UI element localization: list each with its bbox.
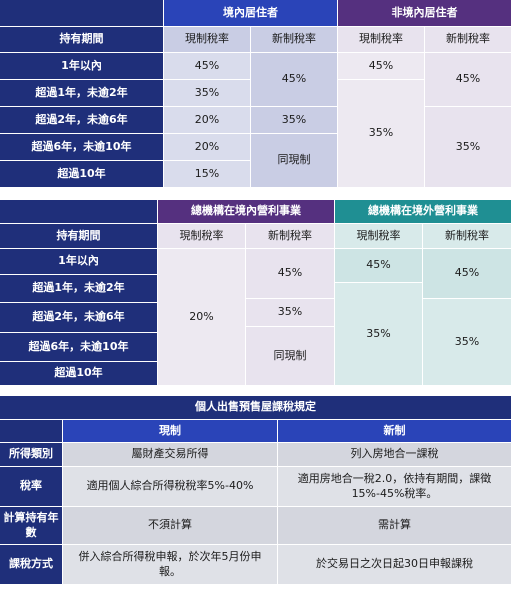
period-label: 1年以內 bbox=[0, 53, 164, 80]
holding-period-header: 持有期間 bbox=[0, 224, 158, 249]
holding-period-header: 持有期間 bbox=[0, 27, 164, 53]
period-label: 超過1年，未逾2年 bbox=[0, 275, 158, 303]
period-label: 超過2年，未逾6年 bbox=[0, 107, 164, 134]
resident-current-rate: 20% bbox=[164, 107, 251, 134]
new-rate-header: 新制稅率 bbox=[425, 27, 512, 53]
foreign-new-rate: 45% bbox=[423, 249, 512, 299]
current-value: 屬財產交易所得 bbox=[63, 443, 278, 467]
new-rate-header: 新制稅率 bbox=[251, 27, 338, 53]
blank-header-cell bbox=[0, 420, 63, 443]
period-label: 超過6年，未逾10年 bbox=[0, 333, 158, 362]
current-rate-header: 現制稅率 bbox=[164, 27, 251, 53]
current-value: 適用個人綜合所得稅稅率5%-40% bbox=[63, 467, 278, 507]
current-system-header: 現制 bbox=[63, 420, 278, 443]
new-rate-header: 新制稅率 bbox=[246, 224, 335, 249]
resident-new-rate: 35% bbox=[251, 107, 338, 134]
period-label: 超過10年 bbox=[0, 161, 164, 188]
foreign-business-header: 總機構在境外營利事業 bbox=[335, 200, 512, 224]
current-rate-header: 現制稅率 bbox=[158, 224, 246, 249]
domestic-new-rate: 35% bbox=[246, 299, 335, 327]
current-value: 併入綜合所得稅申報，於次年5月份申報。 bbox=[63, 545, 278, 585]
nonresident-new-rate: 45% bbox=[425, 53, 512, 107]
resident-new-rate: 45% bbox=[251, 53, 338, 107]
new-value: 適用房地合一稅2.0，依持有期間，課徵15%-45%稅率。 bbox=[278, 467, 512, 507]
new-system-header: 新制 bbox=[278, 420, 512, 443]
current-value: 不須計算 bbox=[63, 507, 278, 545]
domestic-current-rate: 20% bbox=[158, 249, 246, 386]
current-rate-header: 現制稅率 bbox=[335, 224, 423, 249]
nonresident-header: 非境內居住者 bbox=[338, 0, 512, 27]
new-value: 於交易日之次日起30日申報課稅 bbox=[278, 545, 512, 585]
resident-current-rate: 45% bbox=[164, 53, 251, 80]
period-label: 超過2年，未逾6年 bbox=[0, 303, 158, 333]
row-label: 稅率 bbox=[0, 467, 63, 507]
period-label: 超過6年，未逾10年 bbox=[0, 134, 164, 161]
domestic-new-rate: 同現制 bbox=[246, 327, 335, 386]
nonresident-current-rate: 35% bbox=[338, 80, 425, 188]
table-title: 個人出售預售屋課稅規定 bbox=[0, 396, 512, 420]
foreign-current-rate: 45% bbox=[335, 249, 423, 283]
foreign-current-rate: 35% bbox=[335, 283, 423, 386]
nonresident-current-rate: 45% bbox=[338, 53, 425, 80]
period-label: 超過10年 bbox=[0, 362, 158, 386]
new-value: 列入房地合一課稅 bbox=[278, 443, 512, 467]
resident-current-rate: 15% bbox=[164, 161, 251, 188]
domestic-business-header: 總機構在境內營利事業 bbox=[158, 200, 335, 224]
new-rate-header: 新制稅率 bbox=[423, 224, 512, 249]
row-label: 所得類別 bbox=[0, 443, 63, 467]
period-label: 超過1年，未逾2年 bbox=[0, 80, 164, 107]
current-rate-header: 現制稅率 bbox=[338, 27, 425, 53]
resident-header: 境內居住者 bbox=[164, 0, 338, 27]
resident-current-rate: 35% bbox=[164, 80, 251, 107]
resident-current-rate: 20% bbox=[164, 134, 251, 161]
nonresident-new-rate: 35% bbox=[425, 107, 512, 188]
blank-header-cell bbox=[0, 200, 158, 224]
blank-header-cell bbox=[0, 0, 164, 27]
resident-new-rate: 同現制 bbox=[251, 134, 338, 188]
foreign-new-rate: 35% bbox=[423, 299, 512, 386]
new-value: 需計算 bbox=[278, 507, 512, 545]
row-label: 課稅方式 bbox=[0, 545, 63, 585]
period-label: 1年以內 bbox=[0, 249, 158, 275]
row-label: 計算持有年數 bbox=[0, 507, 63, 545]
domestic-new-rate: 45% bbox=[246, 249, 335, 299]
